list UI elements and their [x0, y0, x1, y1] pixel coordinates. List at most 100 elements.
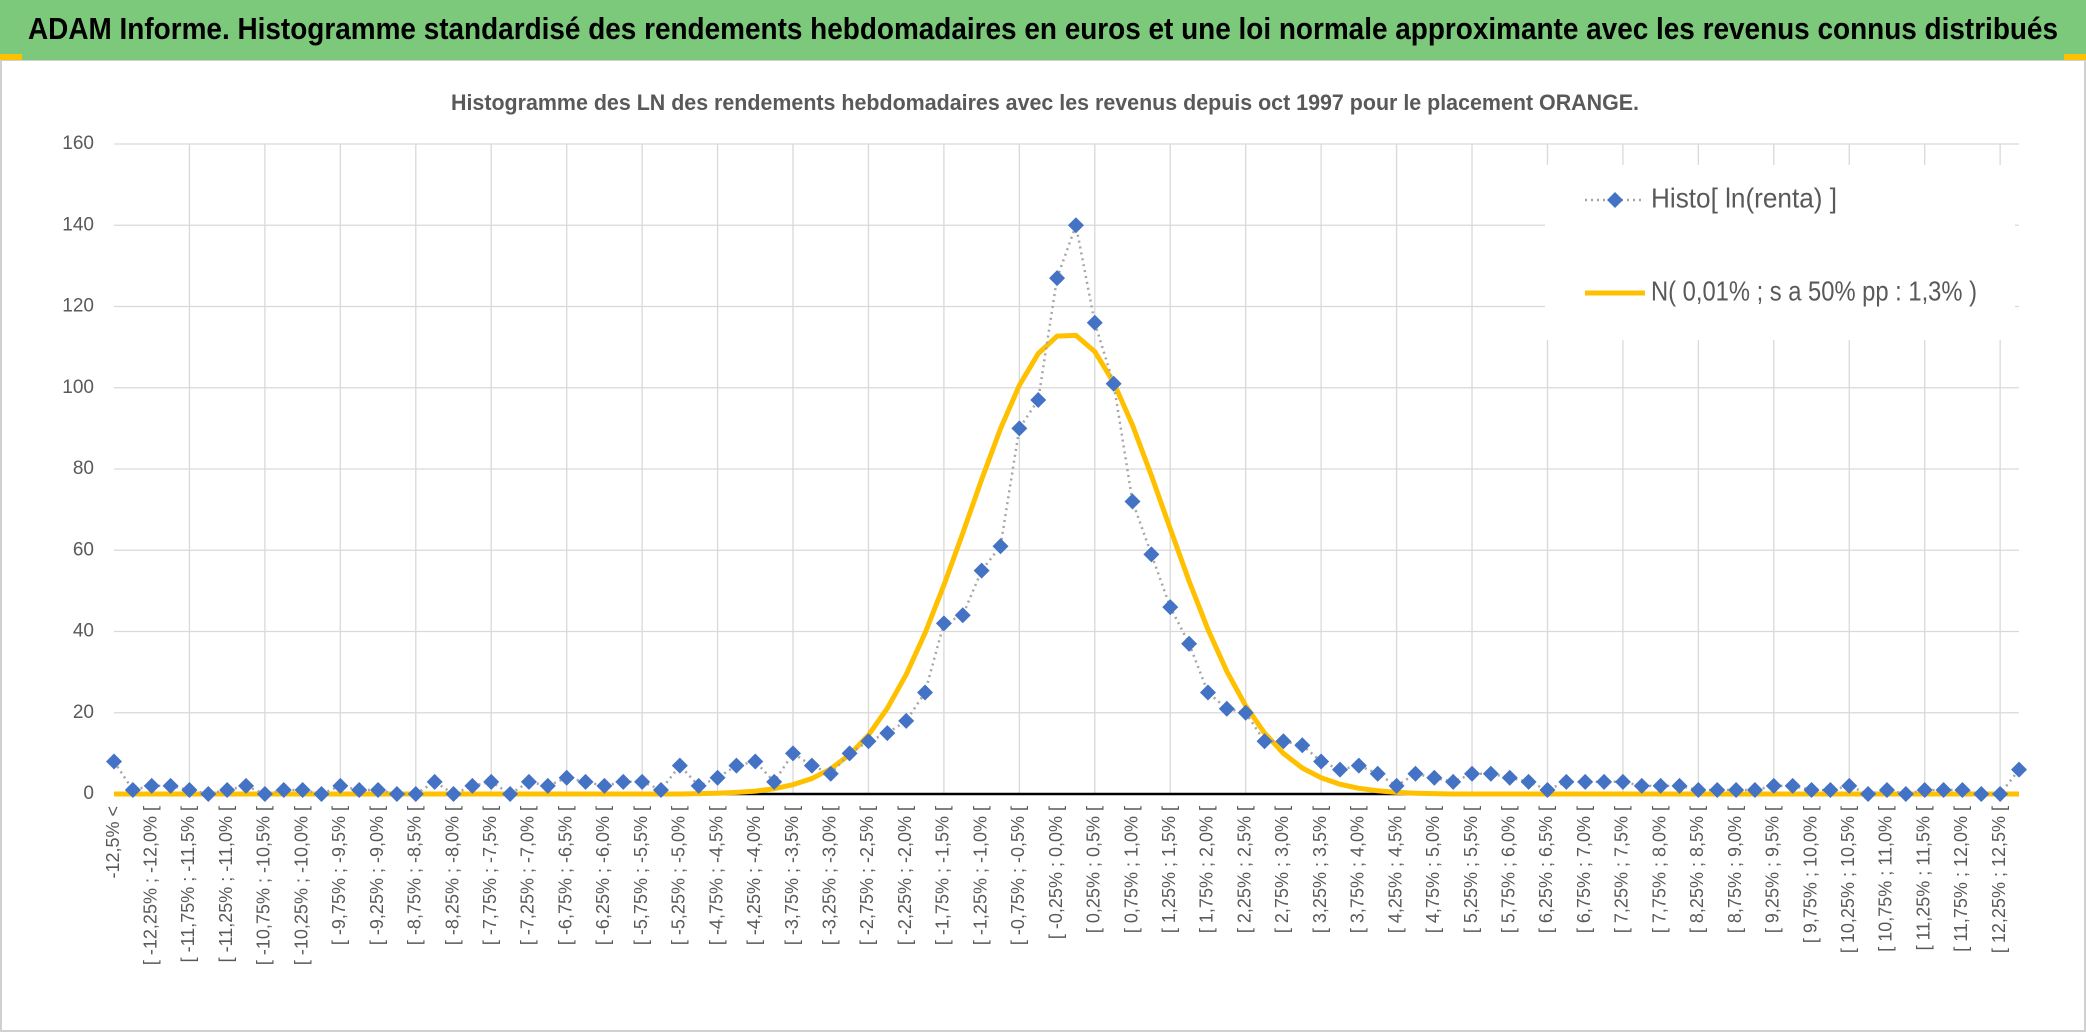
- histo-point: [671, 757, 688, 774]
- x-tick-label: [ -11,25% ; -11,0% [: [216, 806, 236, 962]
- x-tick-label: [ -7,25% ; -7,0% [: [518, 806, 538, 945]
- x-tick-label: [ -0,25% ; 0,0% [: [1046, 806, 1066, 939]
- x-tick-label: [ 9,75% ; 10,0% [: [1800, 806, 1820, 943]
- y-tick-label: 160: [62, 133, 94, 154]
- x-tick-label: [ -2,25% ; -2,0% [: [895, 806, 915, 945]
- histo-point: [1897, 786, 1914, 802]
- x-tick-label: [ 6,25% ; 6,5% [: [1536, 806, 1556, 933]
- histo-point: [1049, 270, 1066, 287]
- histo-point: [577, 773, 594, 790]
- y-tick-label: 20: [73, 702, 94, 723]
- x-tick-label: [ 3,25% ; 3,5% [: [1310, 806, 1330, 933]
- histo-point: [1746, 781, 1763, 798]
- histo-point: [426, 773, 443, 790]
- histo-point: [690, 777, 707, 794]
- x-tick-label: [ -1,75% ; -1,5% [: [933, 806, 953, 945]
- histo-point: [879, 725, 896, 742]
- histo-point: [860, 733, 877, 750]
- histo-point: [1539, 781, 1556, 798]
- histo-point: [1275, 733, 1292, 750]
- x-tick-label: [ 1,75% ; 2,0% [: [1197, 806, 1217, 933]
- histo-point: [1388, 777, 1405, 794]
- histo-point: [1294, 737, 1311, 754]
- histo-point: [143, 777, 160, 794]
- x-tick-label: [ -9,25% ; -9,0% [: [367, 806, 387, 945]
- histo-point: [1482, 765, 1499, 782]
- histo-point: [1992, 786, 2009, 802]
- x-tick-label: [ 4,25% ; 4,5% [: [1385, 806, 1405, 933]
- histo-point: [1237, 704, 1254, 721]
- histo-point: [1086, 314, 1103, 331]
- x-tick-label: [ -3,25% ; -3,0% [: [819, 806, 839, 945]
- x-tick-label: [ -2,75% ; -2,5% [: [857, 806, 877, 945]
- y-tick-label: 100: [62, 377, 94, 398]
- x-tick-label: [ -5,75% ; -5,5% [: [631, 806, 651, 945]
- histo-point: [634, 773, 651, 790]
- histo-point: [1256, 733, 1273, 750]
- histo-point: [596, 777, 613, 794]
- y-tick-label: 120: [62, 296, 94, 317]
- histo-point: [332, 777, 349, 794]
- histo-point: [313, 786, 330, 802]
- histo-point: [766, 773, 783, 790]
- histo-point: [558, 769, 575, 786]
- histo-point: [803, 757, 820, 774]
- legend-label: N( 0,01% ; s a 50% pp : 1,3% ): [1651, 275, 1977, 306]
- legend-box: [1545, 165, 2015, 340]
- histo-point: [162, 777, 179, 794]
- x-tick-label: [ 0,25% ; 0,5% [: [1084, 806, 1104, 933]
- histo-point: [181, 781, 198, 798]
- histo-point: [1407, 765, 1424, 782]
- histo-point: [1935, 781, 1952, 798]
- histo-point: [1331, 761, 1348, 778]
- histo-point: [1445, 773, 1462, 790]
- histo-point: [1822, 781, 1839, 798]
- histo-point: [1501, 769, 1518, 786]
- x-tick-label: [ -10,75% ; -10,5% [: [254, 806, 274, 965]
- histo-point: [1652, 777, 1669, 794]
- chart-title: Histogramme des LN des rendements hebdom…: [451, 90, 1639, 115]
- x-tick-label: -12,5% <: [103, 806, 123, 879]
- x-tick-label: [ 10,25% ; 10,5% [: [1838, 806, 1858, 953]
- histo-point: [1916, 781, 1933, 798]
- y-tick-label: 140: [62, 214, 94, 235]
- histo-point: [1030, 391, 1047, 408]
- histo-point: [822, 765, 839, 782]
- histo-point: [520, 773, 537, 790]
- histo-point: [238, 777, 255, 794]
- x-tick-label: [ 8,25% ; 8,5% [: [1687, 806, 1707, 933]
- histo-point: [1803, 781, 1820, 798]
- x-tick-label: [ 5,25% ; 5,5% [: [1461, 806, 1481, 933]
- histo-point: [935, 615, 952, 632]
- x-tick-label: [ -10,25% ; -10,0% [: [291, 806, 311, 965]
- x-tick-label: [ -0,75% ; -0,5% [: [1008, 806, 1028, 945]
- histo-point: [1709, 781, 1726, 798]
- histo-point: [106, 753, 122, 770]
- x-tick-label: [ -7,75% ; -7,5% [: [480, 806, 500, 945]
- histo-point: [1690, 781, 1707, 798]
- histo-point: [1878, 781, 1895, 798]
- histo-point: [1973, 786, 1990, 802]
- histo-point: [898, 712, 915, 729]
- x-tick-label: [ 7,75% ; 8,0% [: [1649, 806, 1669, 933]
- x-tick-label: [ -12,25% ; -12,0% [: [140, 806, 160, 965]
- histo-point: [841, 745, 858, 762]
- histo-point: [1784, 777, 1801, 794]
- histo-point: [1558, 773, 1575, 790]
- histo-point: [275, 781, 292, 798]
- histo-point: [1199, 684, 1216, 701]
- x-tick-label: [ -1,25% ; -1,0% [: [970, 806, 990, 945]
- x-tick-label: [ -5,25% ; -5,0% [: [669, 806, 689, 945]
- histo-point: [1596, 773, 1613, 790]
- x-tick-label: [ -6,25% ; -6,0% [: [593, 806, 613, 945]
- x-tick-label: [ -8,25% ; -8,0% [: [442, 806, 462, 945]
- histo-point: [1614, 773, 1631, 790]
- histo-point: [124, 781, 141, 798]
- histo-point: [1162, 599, 1179, 616]
- histo-point: [407, 786, 424, 802]
- x-tick-label: [ 8,75% ; 9,0% [: [1725, 806, 1745, 933]
- histo-point: [445, 786, 462, 802]
- x-tick-label: [ 3,75% ; 4,0% [: [1348, 806, 1368, 933]
- histo-point: [1954, 781, 1971, 798]
